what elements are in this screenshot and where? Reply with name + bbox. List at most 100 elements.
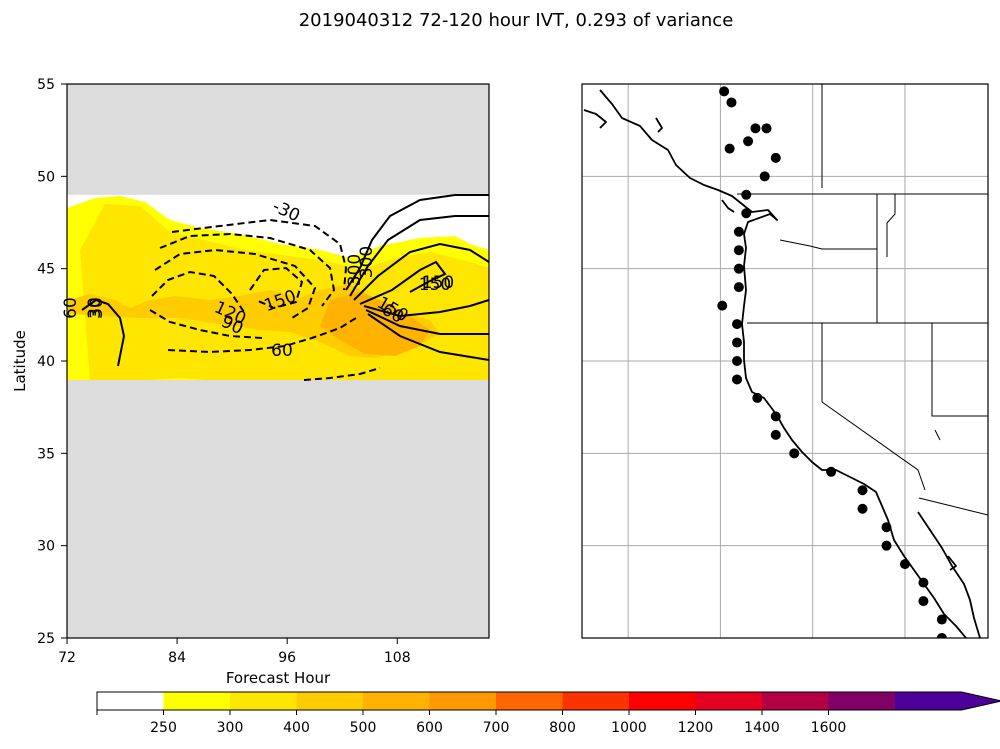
colorbar: 250 300 400 500 600 700 800 1000 1200 1400 1600 bbox=[96, 691, 1000, 736]
station-marker bbox=[733, 263, 744, 274]
y-axis-label: Latitude bbox=[11, 330, 29, 392]
station-marker bbox=[857, 485, 868, 496]
colorbar-tick-label: 700 bbox=[483, 720, 510, 736]
station-marker bbox=[881, 522, 892, 533]
negative-contour bbox=[171, 218, 348, 291]
x-tick-label: 96 bbox=[278, 650, 296, 666]
station-marker bbox=[826, 466, 837, 477]
y-tick-label: 30 bbox=[37, 539, 55, 555]
x-tick-label: 108 bbox=[384, 650, 411, 666]
positive-contour bbox=[349, 215, 489, 297]
y-tick-label: 40 bbox=[37, 354, 55, 370]
colorbar-tick-label: 1200 bbox=[678, 720, 714, 736]
station-marker bbox=[936, 614, 947, 625]
station-marker bbox=[733, 226, 744, 237]
station-marker bbox=[761, 123, 772, 134]
station-marker bbox=[750, 123, 761, 134]
station-marker bbox=[752, 392, 763, 403]
colorbar-extend-arrow bbox=[961, 692, 1000, 710]
colorbar-segment bbox=[296, 692, 364, 710]
x-axis-label: Forecast Hour bbox=[226, 669, 331, 687]
y-axis-ticks: 25 30 35 40 45 50 55 bbox=[37, 77, 67, 647]
map-plot bbox=[581, 83, 989, 639]
negative-contour bbox=[154, 248, 317, 319]
colorbar-tick-label: 500 bbox=[350, 720, 377, 736]
colorbar-tick-label: 400 bbox=[283, 720, 310, 736]
negative-contour bbox=[149, 309, 263, 339]
colorbar-outline bbox=[96, 691, 1000, 711]
station-marker bbox=[918, 577, 929, 588]
positive-contour bbox=[345, 194, 489, 291]
positive-contour bbox=[81, 298, 126, 367]
contour-label: 150 bbox=[419, 275, 451, 295]
station-marker bbox=[733, 245, 744, 256]
station-marker bbox=[743, 136, 754, 147]
station-marker bbox=[881, 540, 892, 551]
x-tick-label: 84 bbox=[168, 650, 186, 666]
positive-contour bbox=[353, 242, 490, 301]
station-marker bbox=[770, 429, 781, 440]
state-borders bbox=[737, 84, 988, 516]
ivt-fill-band bbox=[320, 292, 430, 356]
station-marker bbox=[936, 633, 947, 638]
ivt-contours bbox=[81, 194, 490, 381]
colorbar-tick-label: 600 bbox=[416, 720, 443, 736]
station-marker bbox=[770, 411, 781, 422]
station-marker bbox=[733, 282, 744, 293]
station-marker bbox=[719, 86, 730, 97]
station-marker bbox=[732, 319, 743, 330]
colorbar-segment bbox=[163, 692, 231, 710]
positive-contour bbox=[367, 313, 490, 361]
station-marker bbox=[732, 337, 743, 348]
colorbar-tick-label: 1600 bbox=[811, 720, 847, 736]
contour-label: 150 bbox=[422, 273, 454, 293]
positive-contour bbox=[365, 309, 489, 335]
colorbar-tick-label: 1400 bbox=[744, 720, 780, 736]
colorbar-segment bbox=[429, 692, 497, 710]
negative-contour bbox=[151, 270, 245, 313]
station-marker bbox=[741, 189, 752, 200]
station-marker bbox=[770, 152, 781, 163]
colorbar-segment bbox=[363, 692, 430, 710]
station-marker bbox=[741, 208, 752, 219]
station-marker bbox=[732, 374, 743, 385]
colorbar-segment bbox=[695, 692, 763, 710]
x-axis-ticks: 72 84 96 108 bbox=[58, 638, 411, 666]
station-marker bbox=[857, 503, 868, 514]
station-marker bbox=[918, 596, 929, 607]
station-marker bbox=[717, 300, 728, 311]
colorbar-tick-label: 300 bbox=[217, 720, 244, 736]
station-marker bbox=[759, 171, 770, 182]
y-tick-label: 50 bbox=[37, 169, 55, 185]
station-marker bbox=[726, 97, 737, 108]
colorbar-segment bbox=[828, 692, 896, 710]
station-marker bbox=[732, 356, 743, 366]
station-markers bbox=[717, 86, 947, 638]
positive-contour bbox=[359, 260, 447, 305]
colorbar-segment bbox=[97, 692, 164, 710]
figure-title: 2019040312 72-120 hour IVT, 0.293 of var… bbox=[299, 10, 734, 31]
negative-contour bbox=[159, 232, 336, 307]
station-marker bbox=[899, 559, 910, 570]
contour-label: 30 bbox=[85, 297, 105, 319]
colorbar-tick-label: 1000 bbox=[611, 720, 647, 736]
colorbar-segment bbox=[562, 692, 630, 710]
colorbar-tick-label: 800 bbox=[549, 720, 576, 736]
y-tick-label: 25 bbox=[37, 631, 55, 647]
contour-label: 300 bbox=[345, 254, 365, 286]
station-marker bbox=[724, 143, 735, 154]
colorbar-segment bbox=[895, 692, 962, 710]
positive-contour bbox=[363, 299, 490, 318]
colorbar-tick-label: 250 bbox=[150, 720, 177, 736]
contour-label: 30 bbox=[87, 297, 107, 319]
colorbar-segment bbox=[496, 692, 563, 710]
negative-contour bbox=[249, 266, 304, 310]
map-frame bbox=[581, 83, 989, 639]
y-tick-label: 35 bbox=[37, 446, 55, 462]
x-tick-label: 72 bbox=[58, 650, 76, 666]
map-gridlines bbox=[582, 84, 988, 638]
contour-label: 60 bbox=[271, 341, 293, 361]
colorbar-segment bbox=[230, 692, 297, 710]
y-tick-label: 55 bbox=[37, 77, 55, 93]
